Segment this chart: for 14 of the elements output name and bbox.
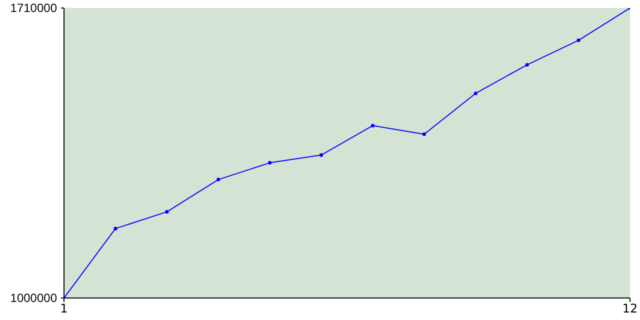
- y-tick-label: 1710000: [10, 1, 58, 15]
- point: [474, 92, 478, 96]
- point: [370, 124, 375, 128]
- y-tick-label: 1000000: [10, 291, 58, 305]
- point: [165, 210, 169, 214]
- point: [525, 62, 529, 67]
- point: [268, 161, 272, 165]
- point: [114, 226, 118, 230]
- point: [319, 153, 324, 157]
- x-tick-label: 12: [622, 302, 638, 316]
- point: [216, 178, 220, 182]
- point: [422, 132, 426, 136]
- point: [576, 38, 580, 42]
- x-tick-label: 1: [60, 302, 68, 316]
